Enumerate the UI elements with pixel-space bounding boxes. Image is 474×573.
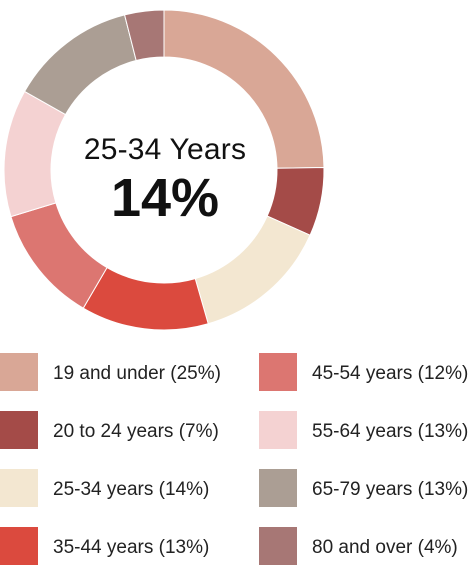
legend-item-55-64[interactable]: 55-64 years (13%)	[259, 409, 474, 449]
legend-item-20-to-24[interactable]: 20 to 24 years (7%)	[0, 409, 240, 449]
legend-swatch	[0, 527, 38, 565]
legend-item-25-34[interactable]: 25-34 years (14%)	[0, 467, 240, 507]
legend-item-65-79[interactable]: 65-79 years (13%)	[259, 467, 474, 507]
legend-swatch	[259, 353, 297, 391]
legend-label: 20 to 24 years (7%)	[53, 421, 219, 442]
legend-label: 19 and under (25%)	[53, 363, 221, 384]
legend-label: 35-44 years (13%)	[53, 537, 210, 558]
legend-label: 45-54 years (12%)	[312, 363, 469, 384]
legend-label: 25-34 years (14%)	[53, 479, 210, 500]
legend-swatch	[0, 411, 38, 449]
legend-item-45-54[interactable]: 45-54 years (12%)	[259, 351, 474, 391]
donut-slice-25-34-years[interactable]	[194, 215, 311, 325]
legend-item-80-and-over[interactable]: 80 and over (4%)	[259, 525, 474, 565]
legend-label: 55-64 years (13%)	[312, 421, 469, 442]
donut-slice-65-79-years[interactable]	[23, 14, 137, 116]
legend-swatch	[0, 469, 38, 507]
center-value: 14%	[110, 168, 220, 228]
legend-swatch	[259, 411, 297, 449]
legend-label: 65-79 years (13%)	[312, 479, 469, 500]
legend-swatch	[0, 353, 38, 391]
center-title: 25-34 Years	[83, 133, 247, 166]
donut-svg	[3, 9, 325, 331]
legend-swatch	[259, 527, 297, 565]
legend: 19 and under (25%) 20 to 24 years (7%) 2…	[0, 351, 474, 573]
legend-label: 80 and over (4%)	[312, 537, 458, 558]
donut-chart: 25-34 Years 14%	[3, 9, 325, 331]
legend-swatch	[259, 469, 297, 507]
donut-slice-80-and-over[interactable]	[123, 9, 165, 62]
legend-item-35-44[interactable]: 35-44 years (13%)	[0, 525, 240, 565]
legend-item-19-and-under[interactable]: 19 and under (25%)	[0, 351, 240, 391]
